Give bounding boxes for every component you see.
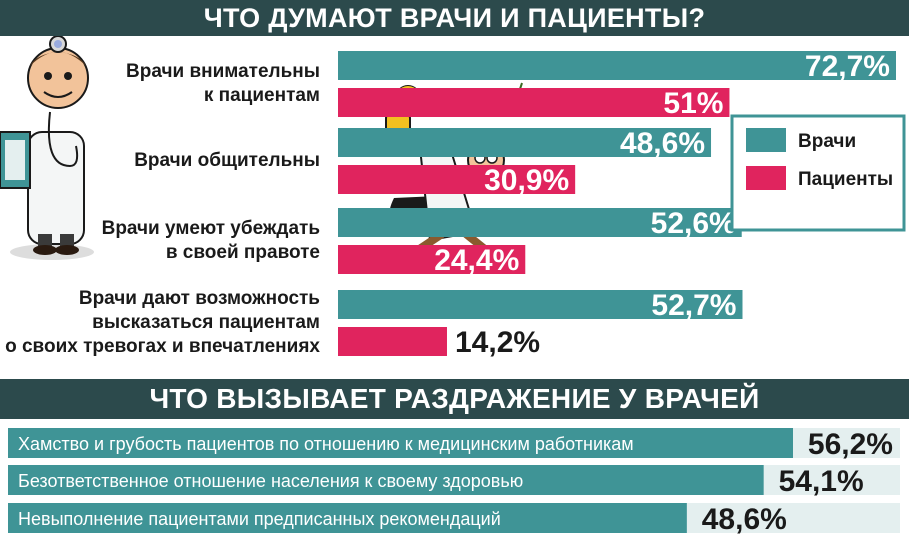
- category-label: в своей правоте: [166, 242, 320, 263]
- legend-swatch-patients: [746, 166, 786, 190]
- data-label: 48,6%: [702, 503, 787, 536]
- bar-patients: [338, 245, 526, 274]
- bar-irritation: [8, 465, 764, 495]
- data-label: 54,1%: [779, 465, 864, 498]
- falling-doctor-cartoon: [389, 141, 505, 257]
- bar-doctors: [338, 290, 743, 319]
- data-label: 52,7%: [651, 289, 736, 322]
- category-label: высказаться пациентам: [92, 312, 320, 333]
- data-label: 52,6%: [651, 207, 736, 240]
- category-label: Врачи общительны: [134, 150, 320, 171]
- data-label: 72,7%: [805, 50, 890, 83]
- bar-doctors: [338, 128, 712, 157]
- chart-title-doctors-patients: ЧТО ДУМАЮТ ВРАЧИ И ПАЦИЕНТЫ?: [0, 0, 909, 36]
- category-label: к пациентам: [204, 85, 320, 106]
- bar-doctors: [338, 51, 896, 80]
- chart-title-doctor-irritation: ЧТО ВЫЗЫВАЕТ РАЗДРАЖЕНИЕ У ВРАЧЕЙ: [0, 379, 909, 419]
- data-label: 24,4%: [434, 244, 519, 277]
- data-label: 51%: [663, 87, 723, 120]
- legend-label-patients: Пациенты: [798, 169, 893, 190]
- data-label: 48,6%: [620, 127, 705, 160]
- legend: Врачи Пациенты: [730, 114, 906, 232]
- bar-doctors: [338, 208, 742, 237]
- data-label: 56,2%: [808, 428, 893, 461]
- bar-irritation: [8, 503, 687, 533]
- bar-irritation: [8, 428, 793, 458]
- bars-group: Хамство и грубость пациентов по отношени…: [8, 428, 900, 536]
- category-label: Безответственное отношение населения к с…: [18, 471, 523, 491]
- doctor-irritation-chart: Хамство и грубость пациентов по отношени…: [8, 428, 900, 536]
- category-label: Врачи умеют убеждать: [102, 218, 320, 239]
- legend-swatch-doctors: [746, 128, 786, 152]
- category-label: о своих тревогах и впечатлениях: [5, 336, 320, 357]
- category-label: Хамство и грубость пациентов по отношени…: [18, 434, 634, 454]
- bar-patients: [338, 88, 730, 117]
- category-label: Врачи внимательны: [126, 61, 320, 82]
- bars-group: Врачи внимательны к пациентам 72,7% 51% Врач…: [5, 50, 896, 359]
- category-label: Врачи дают возможность: [79, 288, 320, 309]
- data-label: 14,2%: [455, 326, 540, 359]
- bar-patients: [338, 165, 576, 194]
- doctor-cartoon: [0, 36, 94, 260]
- bar-patients: [338, 327, 447, 356]
- legend-label-doctors: Врачи: [798, 131, 856, 152]
- data-label: 30,9%: [484, 164, 569, 197]
- category-label: Невыполнение пациентами предписанных рек…: [18, 509, 501, 529]
